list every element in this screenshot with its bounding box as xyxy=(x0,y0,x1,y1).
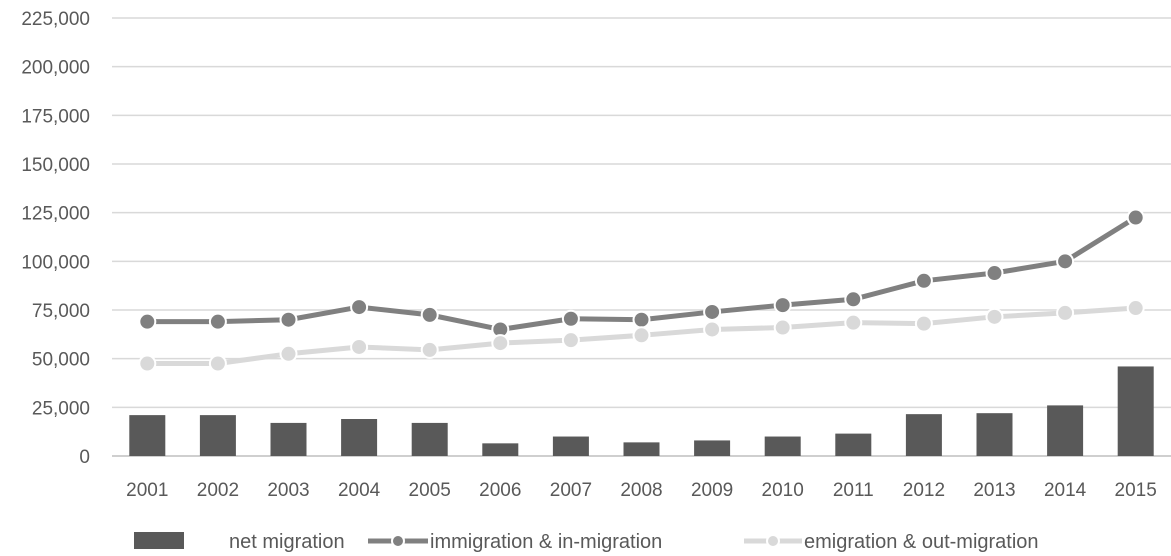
series-point xyxy=(208,312,227,331)
net-migration-bar xyxy=(552,436,589,456)
x-tick-label: 2014 xyxy=(1044,480,1087,501)
series-point xyxy=(1126,208,1145,227)
net-migration-bar xyxy=(835,433,872,456)
series-point xyxy=(279,344,298,363)
legend-label: immigration & in-migration xyxy=(430,531,662,553)
net-migration-bar xyxy=(1117,366,1154,456)
x-tick-label: 2002 xyxy=(197,480,239,501)
x-axis-ticks: 2001 2002 2003 2004 2005 2006 2007 2008 2009 2010… xyxy=(126,480,1157,501)
net-migration-bar xyxy=(129,415,166,456)
x-tick-label: 2015 xyxy=(1115,480,1157,501)
series-point xyxy=(1056,252,1075,271)
legend-label: emigration & out-migration xyxy=(804,531,1039,553)
x-tick-label: 2011 xyxy=(833,480,874,501)
x-tick-label: 2013 xyxy=(973,480,1015,501)
series-point xyxy=(632,326,651,345)
net-migration-bar xyxy=(341,419,378,456)
net-migration-bar xyxy=(905,414,942,456)
series-point xyxy=(1056,303,1075,322)
y-tick-label: 75,000 xyxy=(32,301,90,322)
series-point xyxy=(561,309,580,328)
series-point xyxy=(350,337,369,356)
net-migration-bar xyxy=(270,422,307,456)
x-tick-label: 2001 xyxy=(126,480,168,501)
net-migration-bar xyxy=(482,443,519,456)
series-point xyxy=(773,296,792,315)
x-tick-label: 2009 xyxy=(691,480,733,501)
legend-marker xyxy=(766,534,780,548)
legend-swatch xyxy=(134,532,184,549)
series-point xyxy=(703,320,722,339)
y-tick-label: 125,000 xyxy=(21,204,90,225)
series-point xyxy=(985,307,1004,326)
series-point xyxy=(561,331,580,350)
net-migration-bar xyxy=(623,442,660,456)
y-tick-label: 200,000 xyxy=(21,58,90,79)
x-tick-label: 2010 xyxy=(762,480,804,501)
series-point xyxy=(703,302,722,321)
net-migration-bar xyxy=(764,436,801,456)
series-point xyxy=(914,271,933,290)
x-tick-label: 2005 xyxy=(409,480,451,501)
series-point xyxy=(420,305,439,324)
bar-series xyxy=(129,366,1154,456)
legend-item: net migration xyxy=(134,531,345,553)
y-tick-label: 50,000 xyxy=(32,350,90,371)
series-point xyxy=(844,313,863,332)
series-2-line-group xyxy=(138,299,1145,373)
x-tick-label: 2003 xyxy=(267,480,309,501)
y-tick-label: 0 xyxy=(79,447,90,468)
x-tick-label: 2012 xyxy=(903,480,945,501)
grid-layer xyxy=(112,17,1171,457)
net-migration-bar xyxy=(694,440,731,456)
series-point xyxy=(279,310,298,329)
series-point xyxy=(350,298,369,317)
series-point xyxy=(914,314,933,333)
series-point xyxy=(773,318,792,337)
x-tick-label: 2008 xyxy=(620,480,662,501)
net-migration-bar xyxy=(976,413,1013,456)
legend: net migration immigration & in-migration e… xyxy=(134,531,1039,553)
series-point xyxy=(844,290,863,309)
x-tick-label: 2006 xyxy=(479,480,521,501)
net-migration-bar xyxy=(199,415,236,456)
x-tick-label: 2004 xyxy=(338,480,381,501)
series-point xyxy=(138,354,157,373)
series-point xyxy=(985,264,1004,283)
y-tick-label: 175,000 xyxy=(21,106,90,127)
legend-item: immigration & in-migration xyxy=(368,531,662,553)
series-1-line-group xyxy=(138,208,1145,339)
series-point xyxy=(1126,299,1145,318)
y-tick-label: 150,000 xyxy=(21,155,90,176)
line-series xyxy=(138,208,1145,373)
series-point xyxy=(491,334,510,353)
y-axis-ticks: 0 25,000 50,000 75,000 100,000 125,000 150,000… xyxy=(21,9,90,468)
net-migration-bar xyxy=(1047,405,1084,456)
x-tick-label: 2007 xyxy=(550,480,592,501)
legend-item: emigration & out-migration xyxy=(744,531,1039,553)
series-point xyxy=(208,354,227,373)
y-tick-label: 225,000 xyxy=(21,9,90,30)
series-point xyxy=(138,312,157,331)
series-point xyxy=(420,340,439,359)
y-tick-label: 100,000 xyxy=(21,252,90,273)
series-point xyxy=(632,310,651,329)
net-migration-bar xyxy=(411,422,448,456)
legend-label: net migration xyxy=(229,531,345,553)
y-tick-label: 25,000 xyxy=(32,398,90,419)
legend-marker xyxy=(391,534,405,548)
